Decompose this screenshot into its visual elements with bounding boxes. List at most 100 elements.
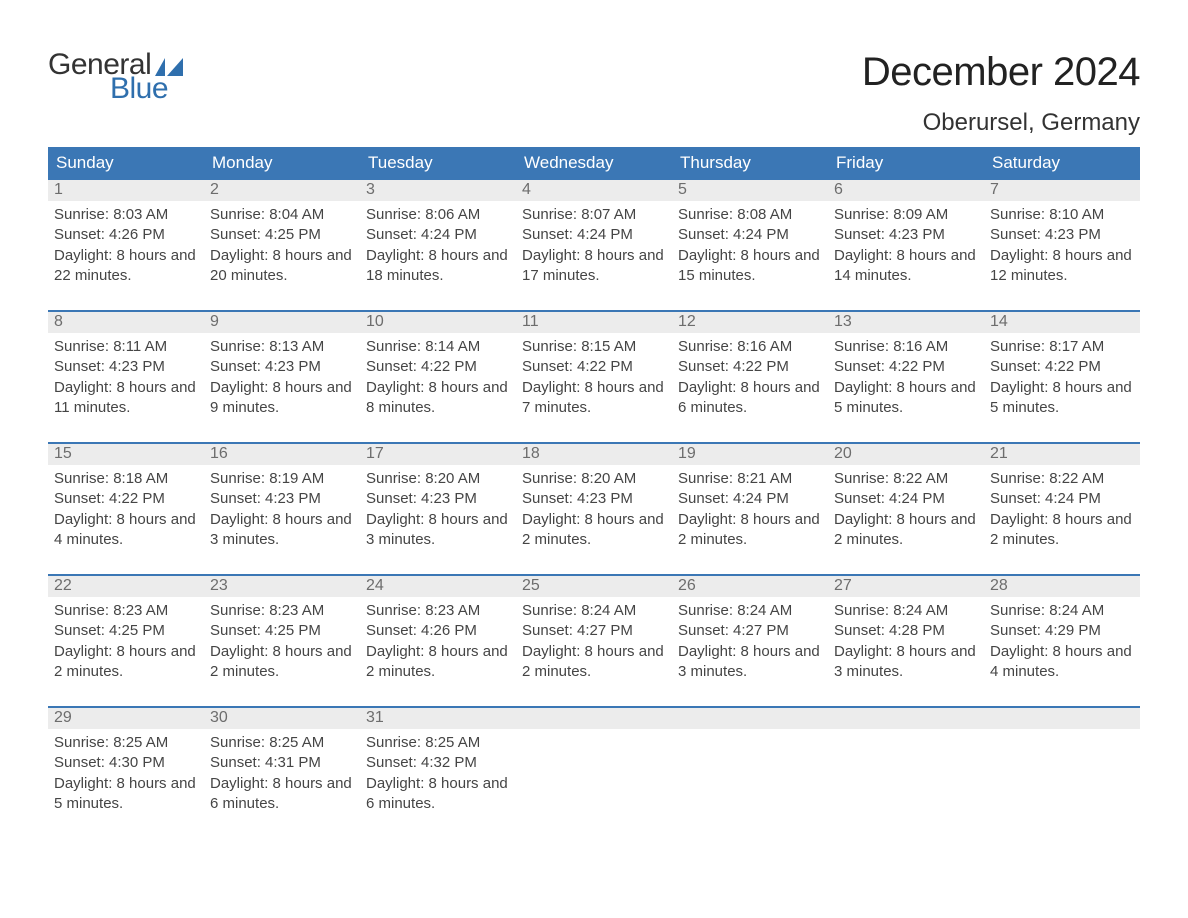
day-number: 29	[48, 708, 204, 729]
day-cell-empty	[672, 708, 828, 820]
sunset-line: Sunset: 4:29 PM	[990, 621, 1134, 641]
week-row: 15Sunrise: 8:18 AMSunset: 4:22 PMDayligh…	[48, 442, 1140, 556]
day-number: 16	[204, 444, 360, 465]
sunrise-line: Sunrise: 8:07 AM	[522, 205, 666, 225]
week-row: 22Sunrise: 8:23 AMSunset: 4:25 PMDayligh…	[48, 574, 1140, 688]
sunrise-line: Sunrise: 8:13 AM	[210, 337, 354, 357]
brand-part2: Blue	[110, 74, 183, 104]
daylight-line: Daylight: 8 hours and 8 minutes.	[366, 378, 510, 419]
day-number: 12	[672, 312, 828, 333]
sunrise-line: Sunrise: 8:08 AM	[678, 205, 822, 225]
day-body: Sunrise: 8:24 AMSunset: 4:27 PMDaylight:…	[672, 597, 828, 688]
sunset-line: Sunset: 4:22 PM	[990, 357, 1134, 377]
day-cell: 19Sunrise: 8:21 AMSunset: 4:24 PMDayligh…	[672, 444, 828, 556]
day-number	[672, 708, 828, 729]
daylight-line: Daylight: 8 hours and 18 minutes.	[366, 246, 510, 287]
day-cell: 3Sunrise: 8:06 AMSunset: 4:24 PMDaylight…	[360, 180, 516, 292]
sunset-line: Sunset: 4:31 PM	[210, 753, 354, 773]
daylight-line: Daylight: 8 hours and 4 minutes.	[990, 642, 1134, 683]
sunset-line: Sunset: 4:24 PM	[678, 489, 822, 509]
sunrise-line: Sunrise: 8:19 AM	[210, 469, 354, 489]
sunrise-line: Sunrise: 8:23 AM	[54, 601, 198, 621]
day-number	[828, 708, 984, 729]
day-body: Sunrise: 8:03 AMSunset: 4:26 PMDaylight:…	[48, 201, 204, 292]
day-number: 15	[48, 444, 204, 465]
day-cell: 2Sunrise: 8:04 AMSunset: 4:25 PMDaylight…	[204, 180, 360, 292]
day-cell: 16Sunrise: 8:19 AMSunset: 4:23 PMDayligh…	[204, 444, 360, 556]
weekday-monday: Monday	[204, 147, 360, 180]
sunrise-line: Sunrise: 8:10 AM	[990, 205, 1134, 225]
sunset-line: Sunset: 4:23 PM	[990, 225, 1134, 245]
weekday-saturday: Saturday	[984, 147, 1140, 180]
sunset-line: Sunset: 4:24 PM	[990, 489, 1134, 509]
day-cell: 1Sunrise: 8:03 AMSunset: 4:26 PMDaylight…	[48, 180, 204, 292]
daylight-line: Daylight: 8 hours and 3 minutes.	[834, 642, 978, 683]
day-number	[984, 708, 1140, 729]
day-cell: 10Sunrise: 8:14 AMSunset: 4:22 PMDayligh…	[360, 312, 516, 424]
sunrise-line: Sunrise: 8:20 AM	[522, 469, 666, 489]
day-body: Sunrise: 8:24 AMSunset: 4:29 PMDaylight:…	[984, 597, 1140, 688]
day-body: Sunrise: 8:07 AMSunset: 4:24 PMDaylight:…	[516, 201, 672, 292]
location: Oberursel, Germany	[862, 109, 1140, 137]
day-number: 1	[48, 180, 204, 201]
day-body: Sunrise: 8:16 AMSunset: 4:22 PMDaylight:…	[828, 333, 984, 424]
day-body: Sunrise: 8:25 AMSunset: 4:31 PMDaylight:…	[204, 729, 360, 820]
daylight-line: Daylight: 8 hours and 5 minutes.	[990, 378, 1134, 419]
day-number: 28	[984, 576, 1140, 597]
sunrise-line: Sunrise: 8:25 AM	[366, 733, 510, 753]
sunset-line: Sunset: 4:24 PM	[522, 225, 666, 245]
day-cell: 23Sunrise: 8:23 AMSunset: 4:25 PMDayligh…	[204, 576, 360, 688]
day-cell: 26Sunrise: 8:24 AMSunset: 4:27 PMDayligh…	[672, 576, 828, 688]
day-number: 2	[204, 180, 360, 201]
daylight-line: Daylight: 8 hours and 2 minutes.	[834, 510, 978, 551]
calendar: SundayMondayTuesdayWednesdayThursdayFrid…	[48, 147, 1140, 820]
sunset-line: Sunset: 4:27 PM	[522, 621, 666, 641]
day-cell: 25Sunrise: 8:24 AMSunset: 4:27 PMDayligh…	[516, 576, 672, 688]
sunset-line: Sunset: 4:24 PM	[366, 225, 510, 245]
daylight-line: Daylight: 8 hours and 5 minutes.	[54, 774, 198, 815]
sunrise-line: Sunrise: 8:14 AM	[366, 337, 510, 357]
day-number: 20	[828, 444, 984, 465]
day-cell: 31Sunrise: 8:25 AMSunset: 4:32 PMDayligh…	[360, 708, 516, 820]
day-number: 30	[204, 708, 360, 729]
sunset-line: Sunset: 4:25 PM	[54, 621, 198, 641]
daylight-line: Daylight: 8 hours and 6 minutes.	[678, 378, 822, 419]
day-cell: 22Sunrise: 8:23 AMSunset: 4:25 PMDayligh…	[48, 576, 204, 688]
day-number: 11	[516, 312, 672, 333]
sunset-line: Sunset: 4:27 PM	[678, 621, 822, 641]
sunrise-line: Sunrise: 8:11 AM	[54, 337, 198, 357]
day-cell-empty	[828, 708, 984, 820]
day-number: 25	[516, 576, 672, 597]
daylight-line: Daylight: 8 hours and 5 minutes.	[834, 378, 978, 419]
day-number: 10	[360, 312, 516, 333]
day-number: 26	[672, 576, 828, 597]
sunrise-line: Sunrise: 8:22 AM	[834, 469, 978, 489]
week-row: 8Sunrise: 8:11 AMSunset: 4:23 PMDaylight…	[48, 310, 1140, 424]
day-cell: 29Sunrise: 8:25 AMSunset: 4:30 PMDayligh…	[48, 708, 204, 820]
sunrise-line: Sunrise: 8:16 AM	[678, 337, 822, 357]
sunrise-line: Sunrise: 8:22 AM	[990, 469, 1134, 489]
day-body: Sunrise: 8:24 AMSunset: 4:28 PMDaylight:…	[828, 597, 984, 688]
sunrise-line: Sunrise: 8:15 AM	[522, 337, 666, 357]
weekday-thursday: Thursday	[672, 147, 828, 180]
day-cell: 21Sunrise: 8:22 AMSunset: 4:24 PMDayligh…	[984, 444, 1140, 556]
day-body: Sunrise: 8:08 AMSunset: 4:24 PMDaylight:…	[672, 201, 828, 292]
daylight-line: Daylight: 8 hours and 14 minutes.	[834, 246, 978, 287]
weeks-container: 1Sunrise: 8:03 AMSunset: 4:26 PMDaylight…	[48, 180, 1140, 820]
daylight-line: Daylight: 8 hours and 4 minutes.	[54, 510, 198, 551]
day-cell: 13Sunrise: 8:16 AMSunset: 4:22 PMDayligh…	[828, 312, 984, 424]
day-number: 14	[984, 312, 1140, 333]
day-cell: 8Sunrise: 8:11 AMSunset: 4:23 PMDaylight…	[48, 312, 204, 424]
sunrise-line: Sunrise: 8:23 AM	[366, 601, 510, 621]
sunrise-line: Sunrise: 8:18 AM	[54, 469, 198, 489]
weekday-header-row: SundayMondayTuesdayWednesdayThursdayFrid…	[48, 147, 1140, 180]
day-body: Sunrise: 8:23 AMSunset: 4:25 PMDaylight:…	[48, 597, 204, 688]
sunset-line: Sunset: 4:23 PM	[522, 489, 666, 509]
day-cell-empty	[516, 708, 672, 820]
day-number: 21	[984, 444, 1140, 465]
sunrise-line: Sunrise: 8:04 AM	[210, 205, 354, 225]
sunrise-line: Sunrise: 8:24 AM	[522, 601, 666, 621]
day-number: 8	[48, 312, 204, 333]
day-number	[516, 708, 672, 729]
daylight-line: Daylight: 8 hours and 3 minutes.	[210, 510, 354, 551]
